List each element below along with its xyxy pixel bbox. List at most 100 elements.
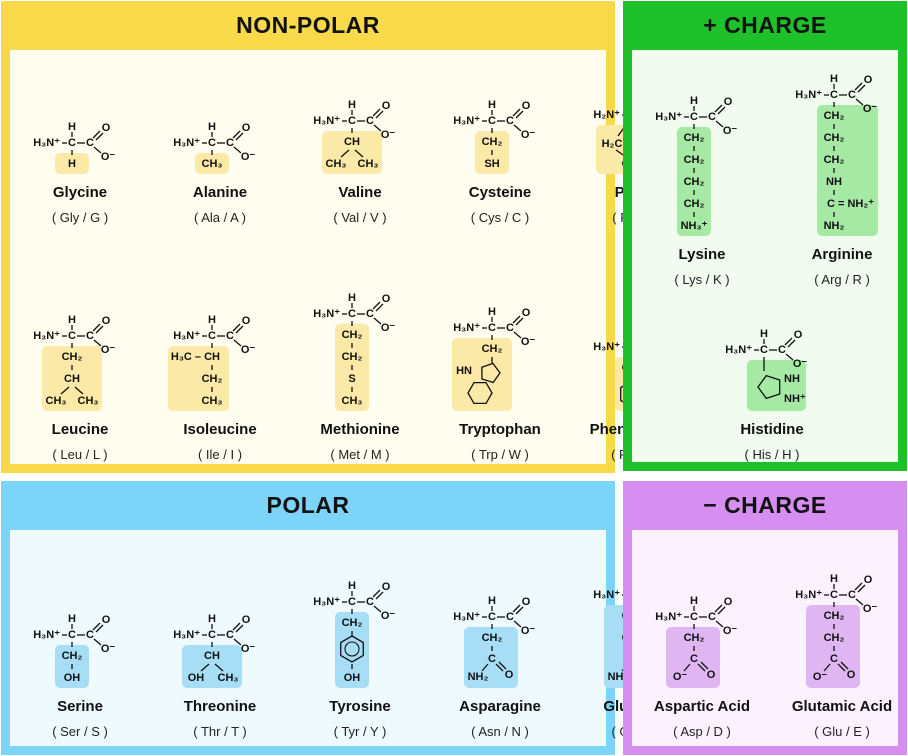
bond [855,598,864,606]
sidechain-group: NH₂ [468,671,489,683]
sidechain-group: H₃C – CH [171,351,220,363]
bond [232,622,241,631]
sidechain-carbon: C [830,653,838,665]
amine-group: H₃N⁺ [593,341,620,353]
bond [375,303,384,312]
sidechain-group: H [68,158,76,170]
atom-label: O⁻ [723,625,738,637]
amino-acid-name: Lysine [678,246,726,263]
carboxyl-carbon: C [506,322,514,334]
amine-group: H₃N⁺ [173,629,200,641]
atom-label: O⁻ [793,358,808,370]
carboxyl-carbon: C [506,611,514,623]
sidechain-group: CH₂ [482,136,503,148]
sidechain-group: CH₂ [684,154,705,166]
sidechain-highlight [195,153,229,174]
atom-label: O⁻ [863,603,878,615]
bond [495,663,504,672]
atom-label: O [382,100,391,112]
atom-label: H [488,99,496,111]
atom-label: O⁻ [101,643,116,655]
bond [373,605,382,613]
atom-label: O [242,315,251,327]
panel-non-polar: NON-POLAR H H₃N⁺ C C O O⁻ H Glycine( Gly / G ) H… [1,1,690,475]
amine-group: H₃N⁺ [173,330,200,342]
sidechain-highlight [335,612,369,688]
structure: H H₃N⁺ C C O O⁻ NH NH⁺ [702,295,842,415]
amino-acid-code: ( Arg / R ) [814,272,870,287]
alpha-carbon: C [488,611,496,623]
sidechain-group: CH₂ [824,132,845,144]
bond [95,132,104,141]
sidechain-group: CH₂ [342,329,363,341]
alpha-carbon: C [208,330,216,342]
bond [715,620,724,628]
sidechain-group: CH₃ [202,158,223,170]
bond [837,663,846,672]
amino-acid-name: Methionine [320,421,400,438]
sidechain-group: OH [188,672,205,684]
atom-label: H [830,573,838,585]
bond [373,317,382,325]
atom-label: O [242,122,251,134]
panel-title: − CHARGE [703,491,827,518]
sidechain-highlight [322,131,382,174]
bond [515,606,524,615]
atom-label: O [522,307,531,319]
carboxyl-carbon: C [506,115,514,127]
carboxyl-carbon: C [226,629,234,641]
sidechain-group: OH [64,672,81,684]
amino-acid-leucine: H H₃N⁺ C C O O⁻ CH₂ CH CH₃ CH₃ Leucine( Leu / L ) [10,285,150,475]
alpha-carbon: C [208,137,216,149]
amine-group: H₃N⁺ [313,115,340,127]
atom-label: O⁻ [521,336,536,348]
alpha-carbon: C [68,137,76,149]
sidechain-group: CH₂ [202,373,223,385]
sidechain-group: CH [64,373,80,385]
amino-acid-cysteine: H H₃N⁺ C C O O⁻ CH₂ SH Cysteine( Cys / C ) [430,50,570,285]
atom-label: O [382,581,391,593]
amino-acid-glycine: H H₃N⁺ C C O O⁻ H Glycine( Gly / G ) [10,50,150,285]
amino-acid-methionine: H H₃N⁺ C C O O⁻ CH₂ CH₂ S CH₃ Methionine( Met / M … [290,285,430,475]
amine-group: H₃N⁺ [453,611,480,623]
atom-label: O [707,669,716,681]
sidechain-group: C = NH₂⁺ [827,198,874,210]
atom-label: O [724,596,733,608]
bond [854,582,863,591]
sidechain-group: NH [826,176,842,188]
sidechain-group: CH₂ [824,110,845,122]
sidechain-group: CH₂ [482,343,503,355]
carboxyl-carbon: C [778,344,786,356]
atom-label: H [68,314,76,326]
atom-label: O [102,614,111,626]
sidechain-group: CH₂ [824,632,845,644]
bond [233,638,242,646]
sidechain-highlight [677,127,711,236]
amino-acid-name: Leucine [51,421,109,438]
sidechain-group: CH₂ [824,154,845,166]
amino-acid-tyrosine: H H₃N⁺ C C O O⁻ CH₂ OH Tyrosine( Tyr / Y ) [290,530,430,746]
amino-acid-name: Tyrosine [329,698,391,715]
amino-acid-code: ( Val / V ) [333,210,387,225]
carboxyl-carbon: C [708,111,716,123]
atom-label: O⁻ [101,151,116,163]
amino-acid-code: ( Asn / N ) [471,724,529,739]
alpha-carbon: C [348,115,356,127]
bond [200,663,210,672]
bond [92,323,101,332]
sidechain-group: CH₂ [62,351,83,363]
sidechain-highlight [666,627,720,688]
structure: H H₃N⁺ C C O O⁻ CH₃ [150,50,290,178]
bond [683,663,691,672]
carboxyl-carbon: C [86,629,94,641]
sidechain-group: CH₂ [684,132,705,144]
structure: H H₃N⁺ C C O O⁻ CH₂ CH₂ CH₂ NH C = NH₂⁺ NH₂ [772,50,908,240]
atom-label: O [724,96,733,108]
amine-group: H₃N⁺ [453,322,480,334]
bond [513,331,522,339]
